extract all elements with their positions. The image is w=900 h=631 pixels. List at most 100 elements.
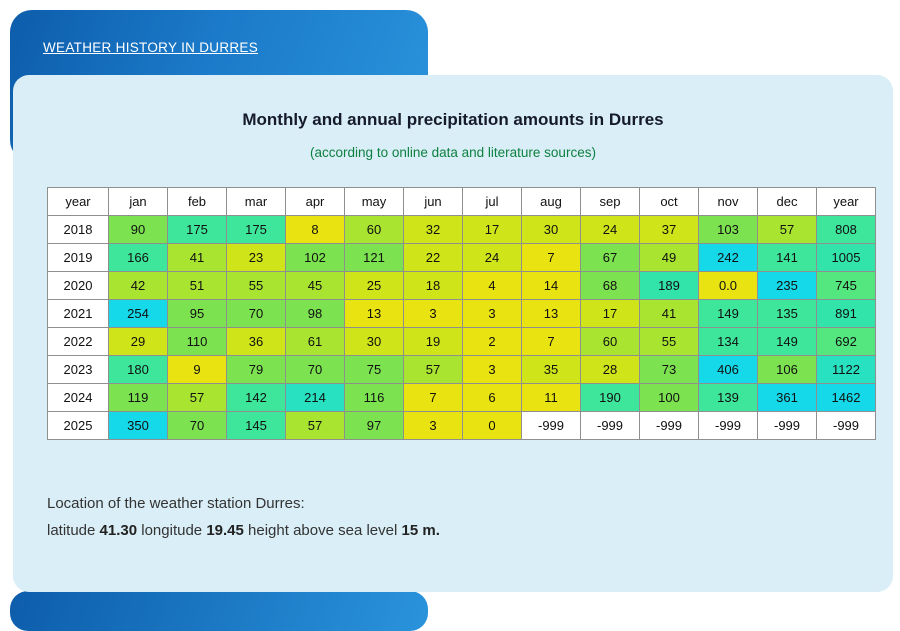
value-cell: 891 (816, 299, 876, 328)
column-header: jul (462, 187, 522, 216)
table-row: 2023 180 9 79 70 75 57 3 35 28 73 406 106 1122 (47, 355, 876, 384)
value-cell: 68 (580, 271, 640, 300)
year-cell: 2018 (47, 215, 109, 244)
table-body: 2018 90 175 175 8 60 32 17 30 24 37 103 57 808 2019 166… (47, 215, 876, 440)
value-cell: 141 (757, 243, 817, 272)
value-cell: 0.0 (698, 271, 758, 300)
table-row: 2024 119 57 142 214 116 7 6 11 190 100 139 361 1462 (47, 383, 876, 412)
value-cell: 106 (757, 355, 817, 384)
value-cell: 95 (167, 299, 227, 328)
value-cell: 97 (344, 411, 404, 440)
column-header: aug (521, 187, 581, 216)
value-cell: 100 (639, 383, 699, 412)
value-cell: 55 (639, 327, 699, 356)
value-cell: -999 (580, 411, 640, 440)
column-header: mar (226, 187, 286, 216)
value-cell: 55 (226, 271, 286, 300)
bottom-header-box (10, 591, 428, 631)
value-cell: 745 (816, 271, 876, 300)
year-cell: 2025 (47, 411, 109, 440)
value-cell: 9 (167, 355, 227, 384)
column-header: year (47, 187, 109, 216)
year-cell: 2020 (47, 271, 109, 300)
value-cell: 350 (108, 411, 168, 440)
value-cell: 11 (521, 383, 581, 412)
value-cell: 254 (108, 299, 168, 328)
value-cell: 24 (580, 215, 640, 244)
value-cell: 41 (167, 243, 227, 272)
value-cell: 70 (167, 411, 227, 440)
value-cell: -999 (521, 411, 581, 440)
value-cell: 57 (285, 411, 345, 440)
value-cell: 60 (580, 327, 640, 356)
column-header: sep (580, 187, 640, 216)
value-cell: 145 (226, 411, 286, 440)
column-header: year (816, 187, 876, 216)
value-cell: 808 (816, 215, 876, 244)
value-cell: 119 (108, 383, 168, 412)
value-cell: 18 (403, 271, 463, 300)
page-title: Monthly and annual precipitation amounts… (242, 110, 664, 129)
table-row: 2022 29 110 36 61 30 19 2 7 60 55 134 149 692 (47, 327, 876, 356)
value-cell: 24 (462, 243, 522, 272)
value-cell: 13 (344, 299, 404, 328)
value-cell: 29 (108, 327, 168, 356)
column-header: oct (639, 187, 699, 216)
value-cell: 37 (639, 215, 699, 244)
value-cell: 98 (285, 299, 345, 328)
value-cell: 19 (403, 327, 463, 356)
value-cell: 7 (403, 383, 463, 412)
value-cell: 139 (698, 383, 758, 412)
value-cell: 406 (698, 355, 758, 384)
table-header: year jan feb mar apr may jun jul aug sep oct nov dec… (47, 187, 876, 216)
table-row: 2019 166 41 23 102 121 22 24 7 67 49 242 141 1005 (47, 243, 876, 272)
value-cell: 4 (462, 271, 522, 300)
column-header: jan (108, 187, 168, 216)
column-header: feb (167, 187, 227, 216)
station-label: longitude (137, 522, 207, 539)
value-cell: 149 (757, 327, 817, 356)
value-cell: 28 (580, 355, 640, 384)
value-cell: 1462 (816, 383, 876, 412)
value-cell: 41 (639, 299, 699, 328)
value-cell: 180 (108, 355, 168, 384)
year-cell: 2022 (47, 327, 109, 356)
value-cell: 79 (226, 355, 286, 384)
value-cell: 692 (816, 327, 876, 356)
value-cell: 17 (462, 215, 522, 244)
value-cell: 190 (580, 383, 640, 412)
station-info: Location of the weather station Durres: … (47, 490, 893, 544)
value-cell: 17 (580, 299, 640, 328)
value-cell: 1122 (816, 355, 876, 384)
value-cell: 25 (344, 271, 404, 300)
header-row: year jan feb mar apr may jun jul aug sep oct nov dec… (47, 187, 876, 216)
table-row: 2021 254 95 70 98 13 3 3 13 17 41 149 135 891 (47, 299, 876, 328)
value-cell: 60 (344, 215, 404, 244)
station-info-line2: latitude 41.30 longitude 19.45 height ab… (47, 517, 893, 544)
value-cell: 45 (285, 271, 345, 300)
value-cell: 13 (521, 299, 581, 328)
value-cell: 102 (285, 243, 345, 272)
station-value: 15 m. (401, 522, 440, 539)
value-cell: 116 (344, 383, 404, 412)
value-cell: 3 (462, 299, 522, 328)
value-cell: 90 (108, 215, 168, 244)
value-cell: 57 (403, 355, 463, 384)
value-cell: 57 (757, 215, 817, 244)
value-cell: 8 (285, 215, 345, 244)
value-cell: 2 (462, 327, 522, 356)
value-cell: 235 (757, 271, 817, 300)
value-cell: 51 (167, 271, 227, 300)
value-cell: -999 (698, 411, 758, 440)
value-cell: 6 (462, 383, 522, 412)
value-cell: 73 (639, 355, 699, 384)
value-cell: 42 (108, 271, 168, 300)
value-cell: 22 (403, 243, 463, 272)
value-cell: 242 (698, 243, 758, 272)
content-panel: Monthly and annual precipitation amounts… (13, 75, 893, 592)
station-label: latitude (47, 522, 100, 539)
value-cell: 149 (698, 299, 758, 328)
station-value: 19.45 (206, 522, 244, 539)
column-header: apr (285, 187, 345, 216)
weather-history-link[interactable]: WEATHER HISTORY IN DURRES (43, 40, 259, 55)
